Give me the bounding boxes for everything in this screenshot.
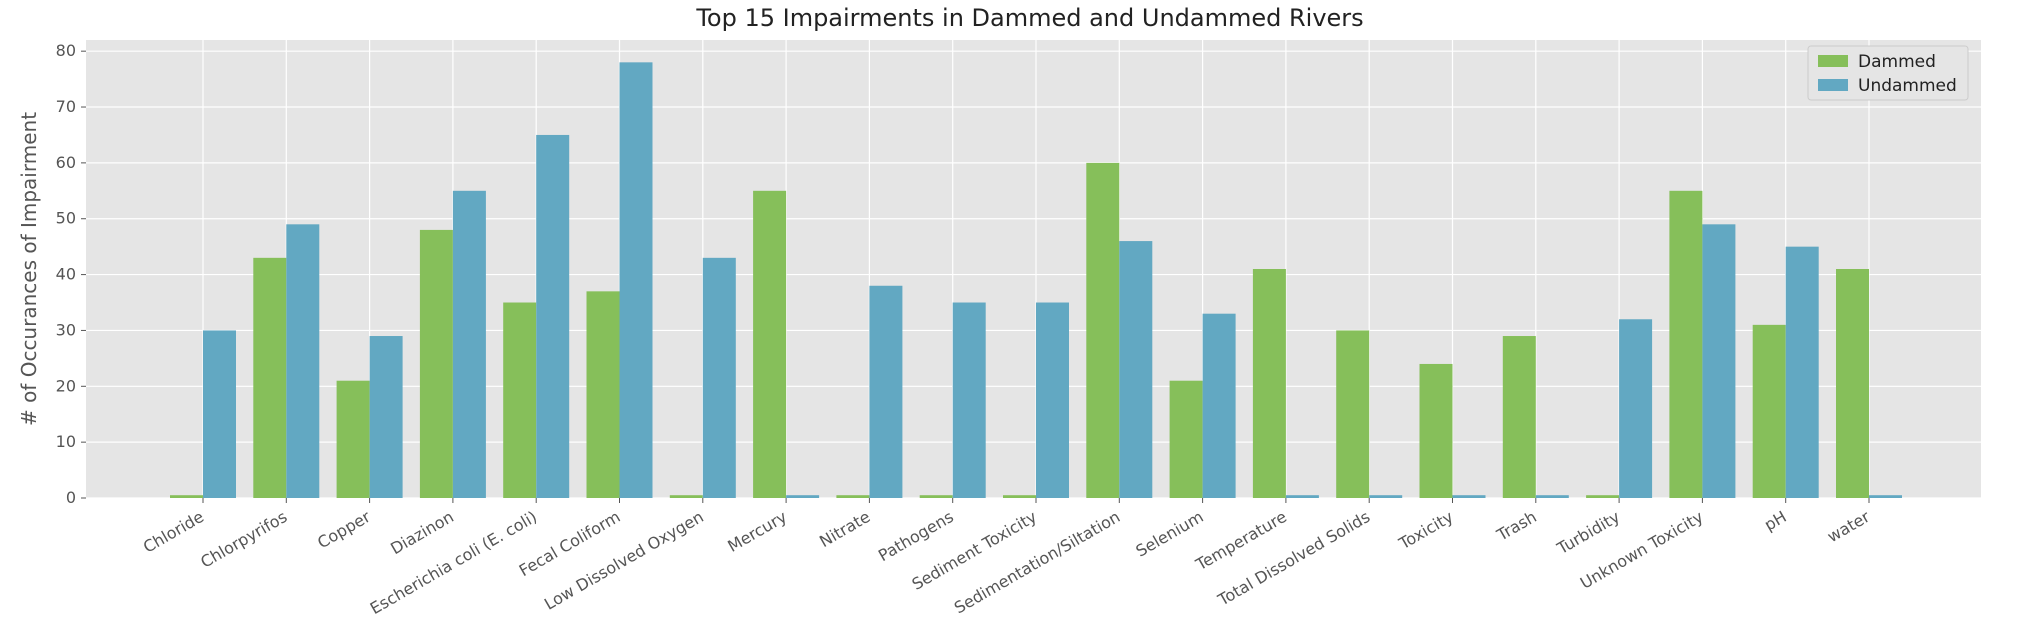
bar-undammed-19: [1785, 246, 1819, 498]
bar-undammed-20: [1869, 495, 1902, 498]
y-tick-label: 50: [56, 209, 76, 228]
x-tick-label: Low Dissolved Oxygen: [541, 507, 707, 614]
bar-dammed-18: [1669, 190, 1703, 498]
bar-dammed-9: [919, 495, 953, 498]
bar-dammed-15: [1419, 363, 1453, 498]
bar-dammed-11: [1086, 162, 1120, 498]
x-tick-label: Chlorpyrifos: [197, 507, 290, 572]
bar-undammed-15: [1452, 495, 1486, 498]
legend-swatch-dammed: [1818, 55, 1848, 67]
bar-dammed-2: [336, 380, 370, 498]
bar-undammed-14: [1369, 495, 1403, 498]
x-tick-label: Selenium: [1132, 507, 1206, 561]
bar-dammed-7: [753, 190, 787, 498]
bar-undammed-5: [619, 62, 653, 499]
x-tick-label: Diazinon: [387, 507, 457, 558]
y-tick-label: 10: [56, 432, 76, 451]
x-tick-label: Mercury: [724, 507, 790, 556]
bar-undammed-8: [869, 285, 903, 498]
bar-dammed-4: [503, 302, 537, 498]
bar-dammed-16: [1502, 336, 1536, 498]
bar-undammed-12: [1202, 313, 1236, 498]
bar-dammed-13: [1252, 269, 1286, 498]
x-tick-label: water: [1824, 507, 1873, 546]
y-tick-label: 30: [56, 320, 76, 339]
bar-undammed-9: [952, 302, 986, 498]
bar-dammed-17: [1586, 495, 1620, 498]
bar-undammed-11: [1119, 241, 1153, 498]
bar-dammed-0: [170, 495, 203, 498]
bar-undammed-2: [369, 336, 403, 498]
y-tick-label: 0: [66, 488, 76, 507]
bar-dammed-8: [836, 495, 870, 498]
chart-title: Top 15 Impairments in Dammed and Undamme…: [695, 4, 1363, 32]
bar-undammed-18: [1702, 224, 1736, 498]
legend: Dammed Undammed: [1807, 45, 1969, 101]
bar-dammed-3: [419, 229, 453, 498]
y-tick-label: 70: [56, 97, 76, 116]
bar-dammed-19: [1752, 324, 1786, 498]
y-tick-label: 80: [56, 41, 76, 60]
x-tick-label: Copper: [314, 507, 374, 553]
x-tick-label: Turbidity: [1553, 507, 1623, 558]
legend-label-dammed: Dammed: [1858, 52, 1936, 72]
bar-undammed-17: [1619, 319, 1653, 498]
bar-dammed-5: [586, 291, 620, 498]
y-tick-label: 40: [56, 265, 76, 284]
bar-dammed-10: [1003, 495, 1036, 498]
bar-dammed-6: [669, 495, 703, 498]
bar-undammed-10: [1036, 302, 1069, 498]
bar-undammed-1: [286, 224, 320, 498]
bars: [170, 62, 1902, 499]
x-tick-label: Nitrate: [816, 507, 873, 551]
bar-dammed-1: [253, 257, 287, 498]
bar-undammed-13: [1285, 495, 1319, 498]
bar-dammed-20: [1836, 269, 1869, 498]
y-axis-ticks: 0 10 20 30 40 50 60 70 80: [56, 41, 86, 507]
y-tick-label: 60: [56, 153, 76, 172]
y-axis-title: # of Occurances of Impairment: [17, 112, 41, 426]
bar-undammed-7: [786, 495, 820, 498]
legend-label-undammed: Undammed: [1858, 76, 1957, 96]
x-tick-label: Trash: [1493, 507, 1540, 545]
bar-undammed-0: [203, 330, 236, 498]
legend-swatch-undammed: [1818, 79, 1848, 91]
bar-dammed-14: [1336, 330, 1370, 498]
bar-undammed-16: [1535, 495, 1569, 498]
x-tick-label: Toxicity: [1395, 507, 1457, 554]
x-tick-label: Total Dissolved Solids: [1214, 507, 1373, 610]
y-tick-label: 20: [56, 376, 76, 395]
x-tick-label: Chloride: [140, 507, 207, 557]
bar-undammed-6: [702, 257, 736, 498]
bar-dammed-12: [1169, 380, 1203, 498]
x-tick-label: pH: [1761, 507, 1790, 535]
bar-undammed-4: [536, 134, 570, 498]
bar-undammed-3: [452, 190, 486, 498]
